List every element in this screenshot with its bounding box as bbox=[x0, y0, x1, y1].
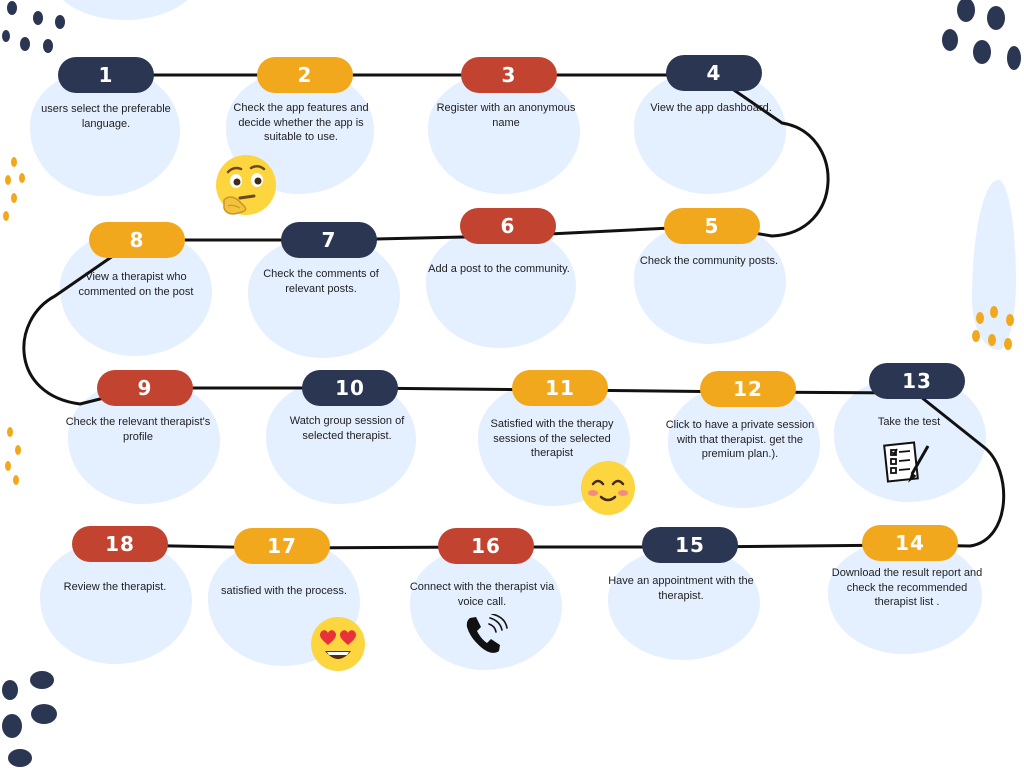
decor-dots-top-right bbox=[942, 0, 1021, 70]
step-8-number: 8 bbox=[89, 222, 185, 258]
step-14-text: Download the result report and check the… bbox=[831, 567, 983, 608]
thinking-face-icon bbox=[216, 155, 276, 215]
smiling-face-icon bbox=[581, 461, 635, 515]
step-3-number: 3 bbox=[461, 57, 557, 93]
step-13-number: 13 bbox=[869, 363, 965, 399]
step-2-number: 2 bbox=[257, 57, 353, 93]
step-4-text: View the app dashboard. bbox=[650, 102, 772, 114]
step-18-number: 18 bbox=[72, 526, 168, 562]
step-6-number: 6 bbox=[460, 208, 556, 244]
decor-dots-right-orange bbox=[972, 306, 1014, 350]
step-7-number: 7 bbox=[281, 222, 377, 258]
phone-ringing-icon bbox=[466, 614, 508, 653]
checklist-icon bbox=[883, 441, 930, 483]
step-11-text: Satisfied with the therapy sessions of t… bbox=[490, 418, 614, 459]
decor-dots-left-orange-2 bbox=[5, 427, 21, 485]
step-13-text: Take the test bbox=[877, 416, 941, 428]
step-6-text: Add a post to the community. bbox=[428, 263, 570, 275]
step-14-number: 14 bbox=[862, 525, 958, 561]
step-1-number: 1 bbox=[58, 57, 154, 93]
step-5-text: Check the community posts. bbox=[639, 255, 779, 267]
step-5-number: 5 bbox=[664, 208, 760, 244]
step-8-text: View a therapist who commented on the po… bbox=[78, 271, 194, 298]
step-15-number: 15 bbox=[642, 527, 738, 563]
decor-dots-bottom-left bbox=[2, 671, 57, 767]
step-1-text: users select the preferable language. bbox=[41, 103, 171, 130]
step-9-number: 9 bbox=[97, 370, 193, 406]
step-18-text: Review the therapist. bbox=[63, 581, 167, 593]
step-11-number: 11 bbox=[512, 370, 608, 406]
step-2-text: Check the app features and decide whethe… bbox=[233, 102, 369, 143]
step-6-bubble bbox=[426, 226, 576, 348]
step-3-text: Register with an anonymous name bbox=[436, 102, 576, 129]
step-15-bubble bbox=[608, 548, 760, 660]
step-17-number: 17 bbox=[234, 528, 330, 564]
decor-dots-left-orange-1 bbox=[3, 157, 25, 221]
step-16-text: Connect with the therapist via voice cal… bbox=[409, 581, 555, 608]
step-12-text: Click to have a private session with tha… bbox=[665, 419, 815, 460]
step-10-number: 10 bbox=[302, 370, 398, 406]
step-10-text: Watch group session of selected therapis… bbox=[289, 415, 405, 442]
step-15-text: Have an appointment with the therapist. bbox=[608, 575, 754, 602]
heart-eyes-face-icon bbox=[311, 617, 365, 671]
step-7-text: Check the comments of relevant posts. bbox=[263, 268, 379, 295]
step-16-number: 16 bbox=[438, 528, 534, 564]
step-12-number: 12 bbox=[700, 371, 796, 407]
decor-dots-top-left bbox=[2, 1, 65, 53]
step-17-text: satisfied with the process. bbox=[221, 585, 347, 597]
step-4-number: 4 bbox=[666, 55, 762, 91]
step-9-text: Check the relevant therapist's profile bbox=[65, 416, 211, 443]
